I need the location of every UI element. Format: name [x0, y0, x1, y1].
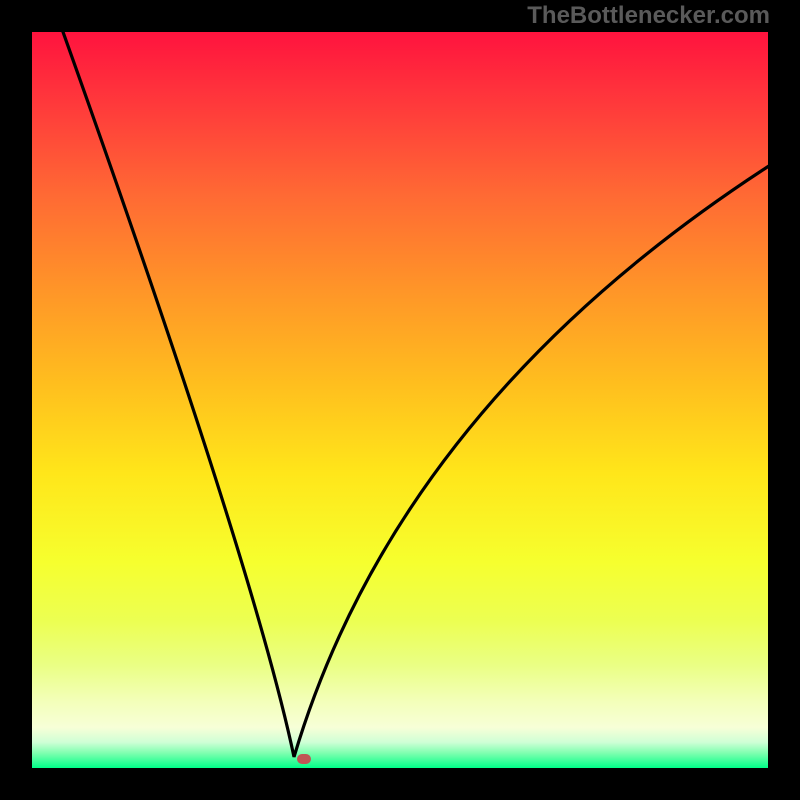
- chart-container: TheBottlenecker.com: [0, 0, 800, 800]
- watermark-text: TheBottlenecker.com: [527, 2, 770, 30]
- bottleneck-curve: [32, 32, 768, 768]
- plot-area: [32, 32, 768, 768]
- optimum-marker: [297, 754, 311, 764]
